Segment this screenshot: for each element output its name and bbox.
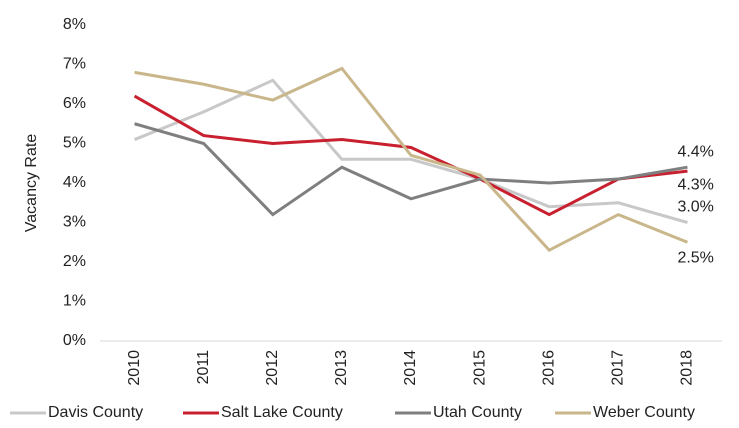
x-tick-label: 2011	[195, 350, 212, 385]
data-label: 3.0%	[677, 199, 713, 216]
y-tick-label: 2%	[63, 253, 86, 270]
series-line	[133, 78, 688, 224]
x-tick-label: 2018	[679, 350, 696, 386]
y-tick-label: 4%	[63, 174, 86, 191]
legend-label: Salt Lake County	[221, 404, 343, 421]
x-tick-label: 2017	[610, 350, 627, 386]
x-tick-label: 2015	[471, 350, 488, 386]
series-line	[134, 122, 688, 217]
series-line	[133, 94, 688, 217]
x-tick-label: 2010	[126, 350, 143, 386]
x-tick-label: 2013	[333, 350, 350, 386]
data-label: 4.3%	[677, 176, 713, 193]
legend-label: Davis County	[48, 404, 143, 421]
data-label: 4.4%	[677, 143, 713, 160]
y-tick-label: 6%	[63, 95, 86, 112]
y-tick-label: 3%	[63, 214, 86, 231]
series-line	[134, 66, 689, 253]
x-tick-label: 2016	[540, 350, 557, 386]
x-tick-label: 2012	[264, 350, 281, 386]
y-tick-label: 1%	[63, 293, 86, 310]
y-tick-label: 7%	[63, 56, 86, 73]
x-tick-label: 2014	[402, 350, 419, 386]
legend-label: Weber County	[593, 404, 695, 421]
legend-label: Utah County	[433, 404, 522, 421]
y-axis-label: Vacancy Rate	[23, 134, 40, 233]
y-tick-label: 5%	[63, 135, 86, 152]
data-label: 2.5%	[677, 249, 713, 266]
y-tick-label: 8%	[63, 16, 86, 33]
y-tick-label: 0%	[63, 332, 86, 349]
